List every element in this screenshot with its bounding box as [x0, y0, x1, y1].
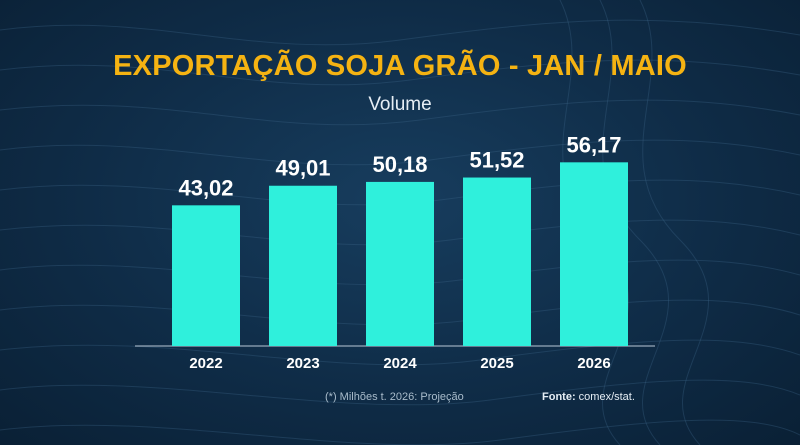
footnote: (*) Milhões t. 2026: Projeção: [325, 391, 464, 403]
value-label-2024: 50,18: [372, 152, 427, 177]
chart-subtitle: Volume: [368, 94, 432, 115]
chart-title: EXPORTAÇÃO SOJA GRÃO - JAN / MAIO: [113, 50, 687, 82]
x-tick-label-2026: 2026: [577, 355, 610, 372]
x-tick-label-2022: 2022: [189, 355, 222, 372]
bar-2025: [463, 177, 531, 346]
x-tick-label-2025: 2025: [480, 355, 513, 372]
value-label-2022: 43,02: [178, 175, 233, 200]
bar-2024: [366, 181, 434, 346]
source-note: Fonte: comex/stat.: [542, 391, 635, 403]
x-tick-label-2023: 2023: [286, 355, 319, 372]
bar-2026: [560, 162, 628, 346]
value-label-2026: 56,17: [566, 132, 621, 157]
value-label-2025: 51,52: [469, 148, 524, 173]
x-tick-label-2024: 2024: [383, 355, 417, 372]
bar-2022: [172, 205, 240, 346]
source-label: Fonte:: [542, 391, 576, 403]
bar-2023: [269, 185, 337, 346]
source-value: comex/stat.: [578, 391, 635, 403]
value-label-2023: 49,01: [275, 156, 330, 181]
